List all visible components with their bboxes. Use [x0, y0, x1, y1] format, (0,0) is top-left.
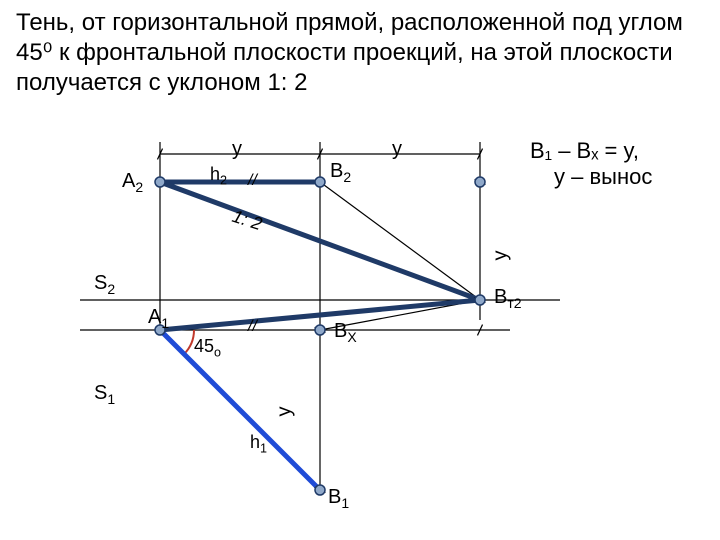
- label-y_right: y: [490, 251, 513, 261]
- label-S1: S1: [94, 382, 115, 407]
- label-slash_mid: //: [248, 318, 257, 336]
- label-A2: A2: [122, 170, 143, 195]
- label-y_top_right: y: [392, 138, 402, 161]
- label-slash_top: //: [248, 172, 257, 190]
- label-h2: h2: [210, 164, 227, 188]
- label-45: 45o: [194, 336, 221, 360]
- label-B2: B2: [330, 160, 351, 185]
- label-BX: BX: [334, 320, 357, 345]
- label-Bt2: Bт2: [494, 286, 522, 311]
- label-A1: A1: [148, 306, 169, 331]
- label-y_top_left: y: [232, 138, 242, 161]
- diagram-svg: [0, 0, 720, 540]
- label-B1: B1: [328, 486, 349, 511]
- label-S2: S2: [94, 272, 115, 297]
- label-y_left: y: [274, 407, 297, 417]
- label-h1: h1: [250, 432, 267, 456]
